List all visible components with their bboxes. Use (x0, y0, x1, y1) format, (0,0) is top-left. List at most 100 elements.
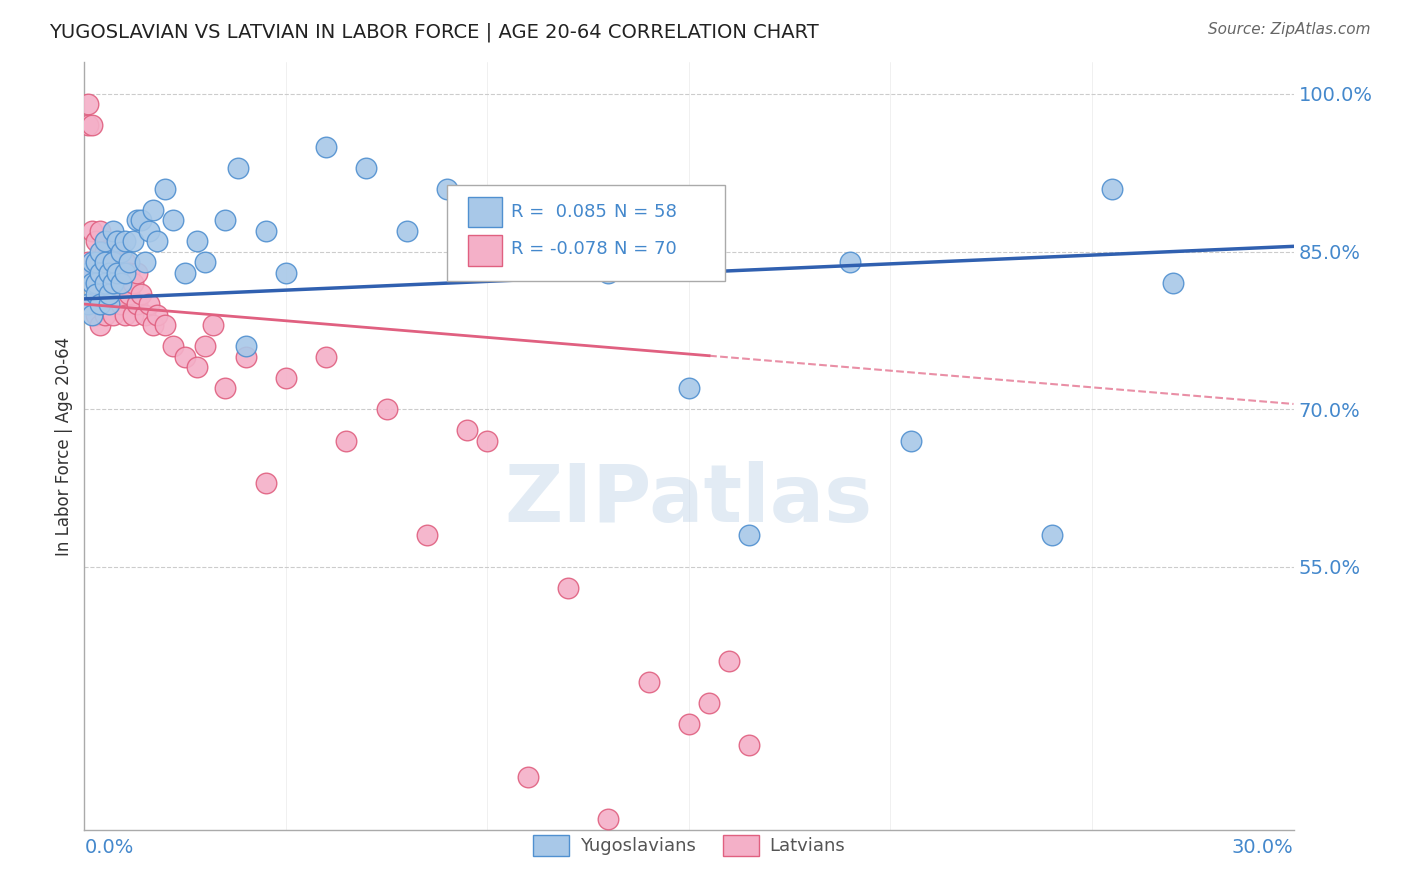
Point (121, 234, 143, 248)
Text: N = 58: N = 58 (614, 203, 676, 221)
Point (235, 339, 257, 353)
Point (105, 286, 128, 301)
FancyBboxPatch shape (447, 186, 725, 281)
Point (274, 266, 297, 280)
Legend: Yugoslavians, Latvians: Yugoslavians, Latvians (526, 828, 852, 863)
Point (86, 255, 108, 269)
Point (254, 475, 277, 490)
Point (456, 423, 478, 437)
Point (274, 370, 297, 384)
Point (557, 581, 579, 595)
Point (77, 119, 100, 133)
Point (226, 161, 249, 175)
Point (718, 655, 741, 669)
Point (77, 97, 100, 112)
Point (101, 255, 124, 269)
Point (138, 223, 160, 237)
Point (678, 717, 700, 731)
Point (697, 697, 720, 711)
Point (89, 286, 111, 301)
Point (97, 297, 120, 311)
Point (129, 213, 152, 227)
Point (93, 266, 115, 280)
Point (194, 255, 217, 269)
Point (97, 286, 120, 301)
Point (93, 276, 115, 290)
Text: R =  0.085: R = 0.085 (512, 203, 607, 221)
Point (416, 528, 439, 542)
Y-axis label: In Labor Force | Age 20-64: In Labor Force | Age 20-64 (55, 336, 73, 556)
Point (86, 276, 108, 290)
Point (82, 276, 104, 290)
Point (598, 812, 620, 826)
Point (186, 234, 208, 248)
Point (82, 255, 104, 269)
Point (1040, 528, 1063, 542)
Point (89, 244, 111, 259)
Point (114, 308, 136, 322)
Point (138, 297, 160, 311)
Point (202, 318, 225, 333)
Point (77, 255, 100, 269)
Point (77, 297, 100, 311)
Point (315, 350, 337, 364)
Point (97, 266, 120, 280)
Point (174, 266, 197, 280)
Point (436, 181, 458, 195)
Point (477, 223, 499, 237)
Point (153, 181, 176, 195)
Point (186, 360, 208, 375)
Point (82, 308, 104, 322)
Point (82, 223, 104, 237)
Point (146, 234, 169, 248)
Point (134, 255, 156, 269)
Point (110, 297, 132, 311)
Point (134, 308, 156, 322)
Point (82, 297, 104, 311)
Point (598, 266, 620, 280)
Text: 0.0%: 0.0% (84, 838, 134, 857)
Point (118, 286, 141, 301)
Point (105, 266, 128, 280)
Point (118, 255, 141, 269)
Point (97, 297, 120, 311)
Point (356, 161, 378, 175)
Text: N = 70: N = 70 (614, 240, 676, 258)
Point (82, 266, 104, 280)
Point (114, 255, 136, 269)
Point (900, 434, 922, 448)
Point (738, 528, 761, 542)
Point (86, 286, 108, 301)
Point (110, 276, 132, 290)
Point (254, 223, 277, 237)
Point (86, 276, 108, 290)
Point (105, 266, 128, 280)
Text: Source: ZipAtlas.com: Source: ZipAtlas.com (1208, 22, 1371, 37)
Text: 30.0%: 30.0% (1232, 838, 1294, 857)
Point (89, 318, 111, 333)
Point (1101, 181, 1123, 195)
Point (1161, 276, 1184, 290)
Point (101, 308, 124, 322)
Point (142, 202, 165, 217)
Point (129, 286, 152, 301)
Point (839, 255, 862, 269)
Point (101, 276, 124, 290)
Point (118, 266, 141, 280)
Point (86, 234, 108, 248)
Point (114, 234, 136, 248)
Point (142, 318, 165, 333)
FancyBboxPatch shape (468, 235, 502, 266)
Point (153, 318, 176, 333)
Point (214, 381, 236, 395)
Text: R = -0.078: R = -0.078 (512, 240, 607, 258)
Point (89, 223, 111, 237)
Point (121, 308, 143, 322)
Point (738, 739, 761, 753)
Point (110, 244, 132, 259)
Point (77, 266, 100, 280)
Point (114, 266, 136, 280)
Point (93, 244, 115, 259)
Point (93, 255, 115, 269)
Point (93, 308, 115, 322)
